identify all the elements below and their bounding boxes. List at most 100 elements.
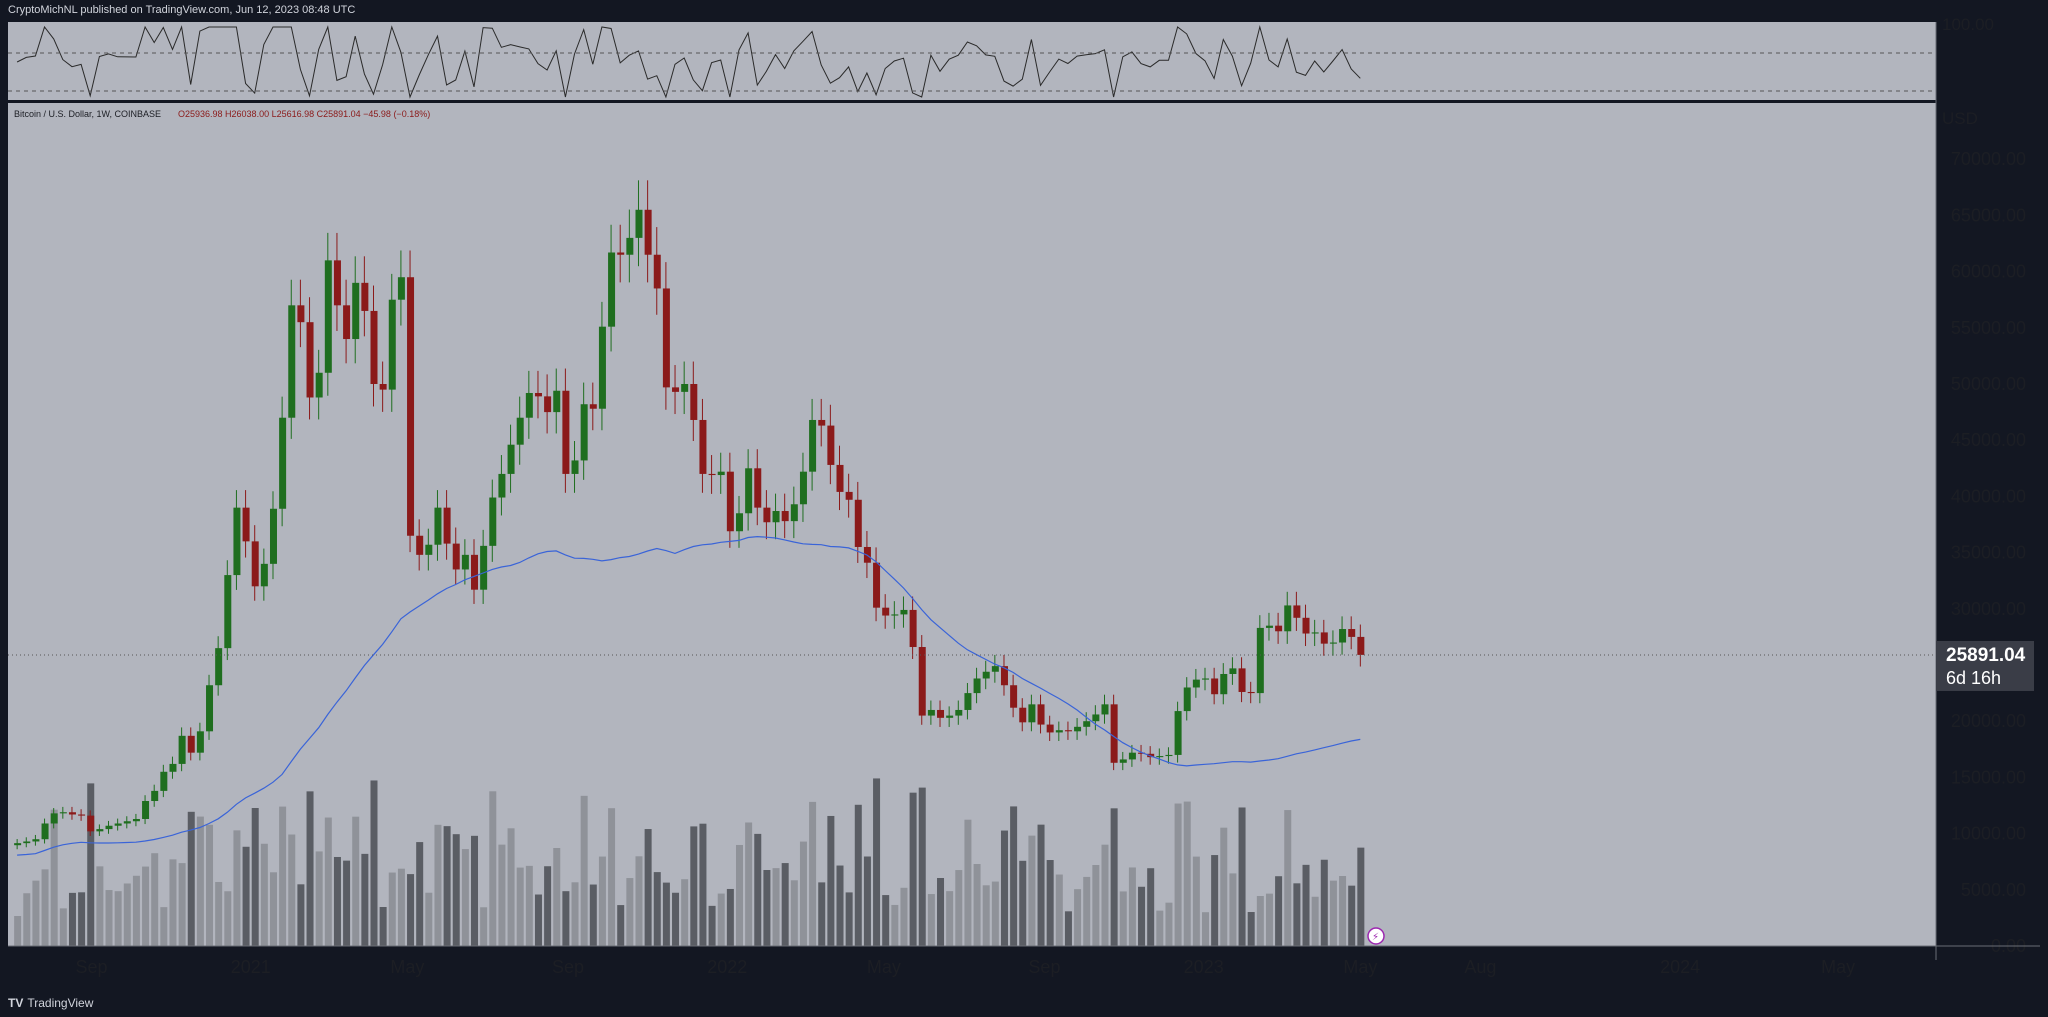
time-tick-label: May bbox=[867, 957, 901, 977]
price-axis[interactable]: 70000.00 65000.00 60000.00 55000.00 50000.00… bbox=[1935, 22, 2026, 960]
candle-body bbox=[553, 390, 561, 413]
volume-bar bbox=[781, 863, 789, 946]
candle-body bbox=[407, 277, 415, 536]
candle-body bbox=[1238, 668, 1246, 692]
candle-body bbox=[59, 812, 67, 814]
candle-body bbox=[1110, 704, 1118, 763]
candle-body bbox=[105, 825, 113, 830]
volume-bar bbox=[1055, 874, 1063, 946]
volume-bar bbox=[434, 824, 442, 946]
candle-body bbox=[397, 277, 405, 300]
candle-body bbox=[1192, 679, 1200, 688]
volume-bar bbox=[178, 863, 186, 946]
volume-bar bbox=[306, 791, 314, 946]
publish-header: CryptoMichNL published on TradingView.co… bbox=[8, 4, 356, 16]
volume-bar bbox=[315, 851, 323, 946]
volume-bar bbox=[169, 859, 177, 946]
volume-bar bbox=[370, 780, 378, 946]
volume-bar bbox=[41, 869, 49, 946]
candle-body bbox=[1000, 666, 1008, 686]
volume-bar bbox=[955, 870, 963, 946]
candle-body bbox=[836, 464, 844, 492]
volume-bar bbox=[1183, 801, 1191, 946]
candle-body bbox=[169, 763, 177, 772]
volume-bar bbox=[525, 865, 533, 946]
volume-bar bbox=[626, 878, 634, 946]
candle-body bbox=[1046, 724, 1054, 733]
time-tick-label: Sep bbox=[552, 957, 584, 977]
price-tick-label: 40000.00 bbox=[1951, 486, 2026, 506]
volume-bar bbox=[946, 891, 954, 946]
candle-body bbox=[1064, 730, 1072, 732]
candle-body bbox=[781, 511, 789, 522]
candle-body bbox=[544, 396, 552, 413]
candle-body bbox=[681, 384, 689, 392]
volume-bar bbox=[14, 916, 22, 946]
volume-bar bbox=[279, 806, 287, 946]
candle-body bbox=[1329, 642, 1337, 644]
candle-body bbox=[361, 282, 369, 311]
candle-body bbox=[1311, 632, 1319, 634]
volume-bar bbox=[343, 860, 351, 946]
candle-body bbox=[114, 823, 122, 826]
volume-bar bbox=[132, 875, 140, 946]
candle-body bbox=[946, 715, 954, 718]
volume-bar bbox=[772, 868, 780, 946]
candle-body bbox=[525, 392, 533, 418]
volume-bar bbox=[388, 872, 396, 946]
candle-body bbox=[562, 390, 570, 474]
volume-bar bbox=[964, 819, 972, 946]
volume-bar bbox=[1064, 911, 1072, 946]
volume-bar bbox=[196, 816, 204, 946]
volume-bar bbox=[553, 848, 561, 946]
rsi-pane bbox=[8, 22, 1936, 100]
volume-bar bbox=[23, 893, 31, 946]
candle-body bbox=[1202, 678, 1210, 680]
candle-body bbox=[1247, 691, 1255, 694]
candle-body bbox=[1183, 687, 1191, 712]
time-tick-label: May bbox=[390, 957, 424, 977]
candle-body bbox=[260, 563, 268, 587]
volume-bar bbox=[918, 787, 926, 946]
candle-body bbox=[1037, 704, 1045, 725]
symbol-name[interactable]: Bitcoin / U.S. Dollar, 1W, COINBASE bbox=[14, 109, 161, 119]
candle-body bbox=[1055, 730, 1063, 733]
volume-bar bbox=[68, 892, 76, 946]
candle-body bbox=[955, 709, 963, 716]
candle-body bbox=[1293, 605, 1301, 618]
candle-body bbox=[333, 260, 341, 306]
price-tick-label: 20000.00 bbox=[1951, 711, 2026, 731]
volume-bar bbox=[1192, 856, 1200, 946]
time-axis[interactable]: Sep 2021 May Sep 2022 May Sep 2023 May Aug 2024 May bbox=[8, 945, 2040, 977]
volume-bar bbox=[288, 834, 296, 946]
volume-bar bbox=[1202, 912, 1210, 946]
candle-body bbox=[87, 815, 95, 832]
bar-countdown: 6d 16h bbox=[1946, 668, 2001, 688]
volume-bar bbox=[242, 846, 250, 946]
candle-body bbox=[507, 444, 515, 474]
candle-body bbox=[534, 392, 542, 397]
candle-body bbox=[315, 372, 323, 398]
candle-body bbox=[489, 497, 497, 546]
volume-bar bbox=[151, 853, 159, 946]
time-tick-label: May bbox=[1343, 957, 1377, 977]
candle-body bbox=[772, 511, 780, 523]
candle-layer bbox=[14, 180, 1365, 850]
symbol-ohlc: O25936.98 H26038.00 L25616.98 C25891.04 … bbox=[178, 109, 430, 119]
candle-body bbox=[900, 609, 908, 615]
candle-body bbox=[873, 562, 881, 608]
volume-bar bbox=[635, 856, 643, 946]
candle-body bbox=[927, 709, 935, 716]
candle-body bbox=[178, 735, 186, 764]
candle-body bbox=[461, 554, 469, 570]
volume-bar bbox=[397, 868, 405, 946]
volume-bar bbox=[818, 882, 826, 946]
volume-bar bbox=[927, 894, 935, 946]
lightning-icon[interactable]: ⚡ bbox=[1367, 927, 1385, 945]
tradingview-logo[interactable]: TV TradingView bbox=[8, 996, 93, 1010]
volume-bar bbox=[1092, 865, 1100, 946]
price-tick-label: 35000.00 bbox=[1951, 543, 2026, 563]
volume-bar bbox=[900, 887, 908, 946]
candle-body bbox=[443, 507, 451, 544]
